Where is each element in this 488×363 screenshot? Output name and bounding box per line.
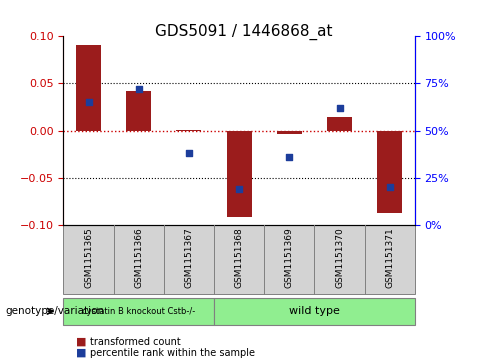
Bar xyxy=(226,131,252,217)
Point xyxy=(84,99,92,105)
Text: GSM1151365: GSM1151365 xyxy=(84,227,93,287)
Text: GDS5091 / 1446868_at: GDS5091 / 1446868_at xyxy=(155,24,333,40)
Text: ■: ■ xyxy=(76,337,86,347)
Bar xyxy=(377,131,402,213)
Text: GSM1151369: GSM1151369 xyxy=(285,227,294,287)
Bar xyxy=(277,131,302,134)
Text: percentile rank within the sample: percentile rank within the sample xyxy=(90,348,255,358)
Point xyxy=(235,186,243,192)
Point xyxy=(185,150,193,156)
Text: GSM1151366: GSM1151366 xyxy=(134,227,143,287)
Text: GSM1151371: GSM1151371 xyxy=(385,227,394,287)
Text: transformed count: transformed count xyxy=(90,337,181,347)
Bar xyxy=(176,130,202,131)
Bar xyxy=(76,45,101,131)
Text: genotype/variation: genotype/variation xyxy=(5,306,104,316)
Text: ■: ■ xyxy=(76,348,86,358)
Bar xyxy=(327,117,352,131)
Text: GSM1151368: GSM1151368 xyxy=(235,227,244,287)
Point xyxy=(135,86,142,92)
Text: GSM1151367: GSM1151367 xyxy=(184,227,193,287)
Point xyxy=(336,105,344,111)
Point xyxy=(386,184,394,190)
Bar xyxy=(126,91,151,131)
Point xyxy=(285,154,293,160)
Text: GSM1151370: GSM1151370 xyxy=(335,227,344,287)
Text: cystatin B knockout Cstb-/-: cystatin B knockout Cstb-/- xyxy=(82,307,195,316)
Text: wild type: wild type xyxy=(289,306,340,316)
